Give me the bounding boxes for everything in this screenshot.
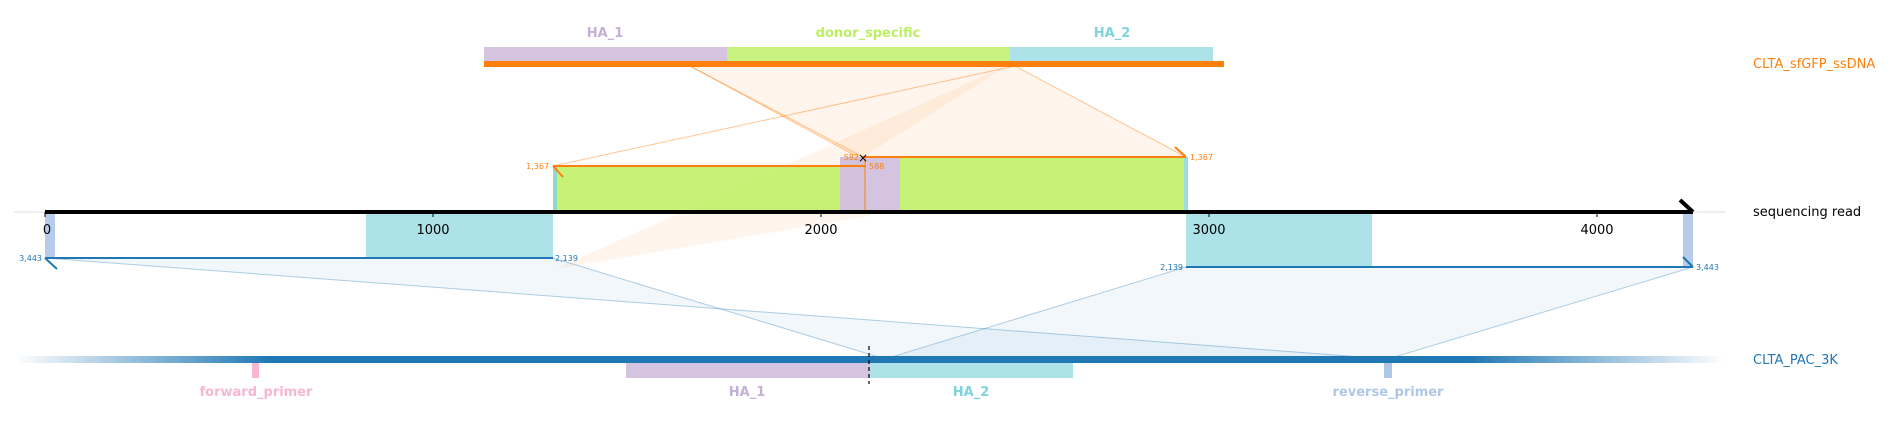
lower-label-right-end: 3,443 xyxy=(1696,263,1719,272)
ref-reverse-primer-bar xyxy=(1384,363,1392,378)
reference-backbone xyxy=(14,356,1725,363)
ref-ha2-bar xyxy=(869,363,1073,378)
ref-feature-label-ha2: HA_2 xyxy=(953,385,990,400)
reference-name: CLTA_PAC_3K xyxy=(1753,353,1838,368)
ref-feature-label-ha1: HA_1 xyxy=(729,385,766,400)
ssdna-name: CLTA_sfGFP_ssDNA xyxy=(1753,57,1875,72)
tick-label-3000: 3000 xyxy=(1192,223,1225,238)
lower-alignment-tick xyxy=(44,257,58,270)
ssdna-feature-label-ha1: HA_1 xyxy=(587,26,624,41)
tick-label-1000: 1000 xyxy=(416,223,449,238)
read-ref-link-right xyxy=(885,267,1693,359)
upper-label-left-start: 1,367 xyxy=(526,162,549,171)
link-line xyxy=(884,266,1187,360)
lower-label-right-start: 2,139 xyxy=(1160,263,1183,272)
ssdna-backbone xyxy=(484,61,1224,67)
ref-ha1-bar xyxy=(626,363,869,378)
read-ha2-small-right xyxy=(1184,157,1188,212)
read-ref-link-left xyxy=(45,258,1388,359)
upper-alignment-tick xyxy=(552,165,564,178)
upper-label-right-end: 1,367 xyxy=(1190,153,1213,162)
read-name: sequencing read xyxy=(1753,205,1861,220)
tick-label-0: 0 xyxy=(43,223,51,238)
read-axis-end-arrow xyxy=(1678,198,1695,214)
read-primer-left xyxy=(45,212,55,258)
ssdna-feature-label-donor: donor_specific xyxy=(816,26,921,41)
read-donor-left xyxy=(553,166,840,212)
ssdna-donor-bar xyxy=(727,47,1010,61)
link-line xyxy=(689,65,859,158)
ssdna-ha2-bar xyxy=(1010,47,1213,61)
upper-alignment-tick xyxy=(1174,146,1187,158)
link-line xyxy=(552,65,1016,167)
lower-label-left-start: 3,443 xyxy=(19,254,42,263)
read-primer-right xyxy=(1683,212,1693,267)
link-line xyxy=(44,257,1389,360)
ssdna-read-link-right xyxy=(690,64,1186,157)
read-donor-right xyxy=(900,157,1184,212)
ref-forward-primer-bar xyxy=(252,363,259,378)
ref-feature-label-forward-primer: forward_primer xyxy=(200,385,314,400)
read-ha2-small-left xyxy=(553,166,557,212)
upper-label-mid-start: 588 xyxy=(869,162,884,171)
ssdna-ha1-bar xyxy=(484,47,727,61)
ref-feature-label-reverse-primer: reverse_primer xyxy=(1333,385,1445,400)
link-line xyxy=(1387,266,1694,360)
link-line xyxy=(1014,65,1187,158)
upper-label-mid-end: 582 xyxy=(844,153,859,162)
read-ticks: 0 1000 2000 3000 4000 xyxy=(43,212,1614,238)
cross-marker: × xyxy=(858,151,868,165)
tick-label-2000: 2000 xyxy=(804,223,837,238)
link-line xyxy=(689,65,864,158)
ssdna-feature-label-ha2: HA_2 xyxy=(1094,26,1131,41)
read-ha-below-left xyxy=(366,212,553,258)
lower-alignment-tick xyxy=(1682,256,1694,268)
read-ha-below-right xyxy=(1186,212,1372,267)
link-line xyxy=(552,257,886,360)
lower-label-left-end: 2,139 xyxy=(555,254,578,263)
tick-label-4000: 4000 xyxy=(1580,223,1613,238)
